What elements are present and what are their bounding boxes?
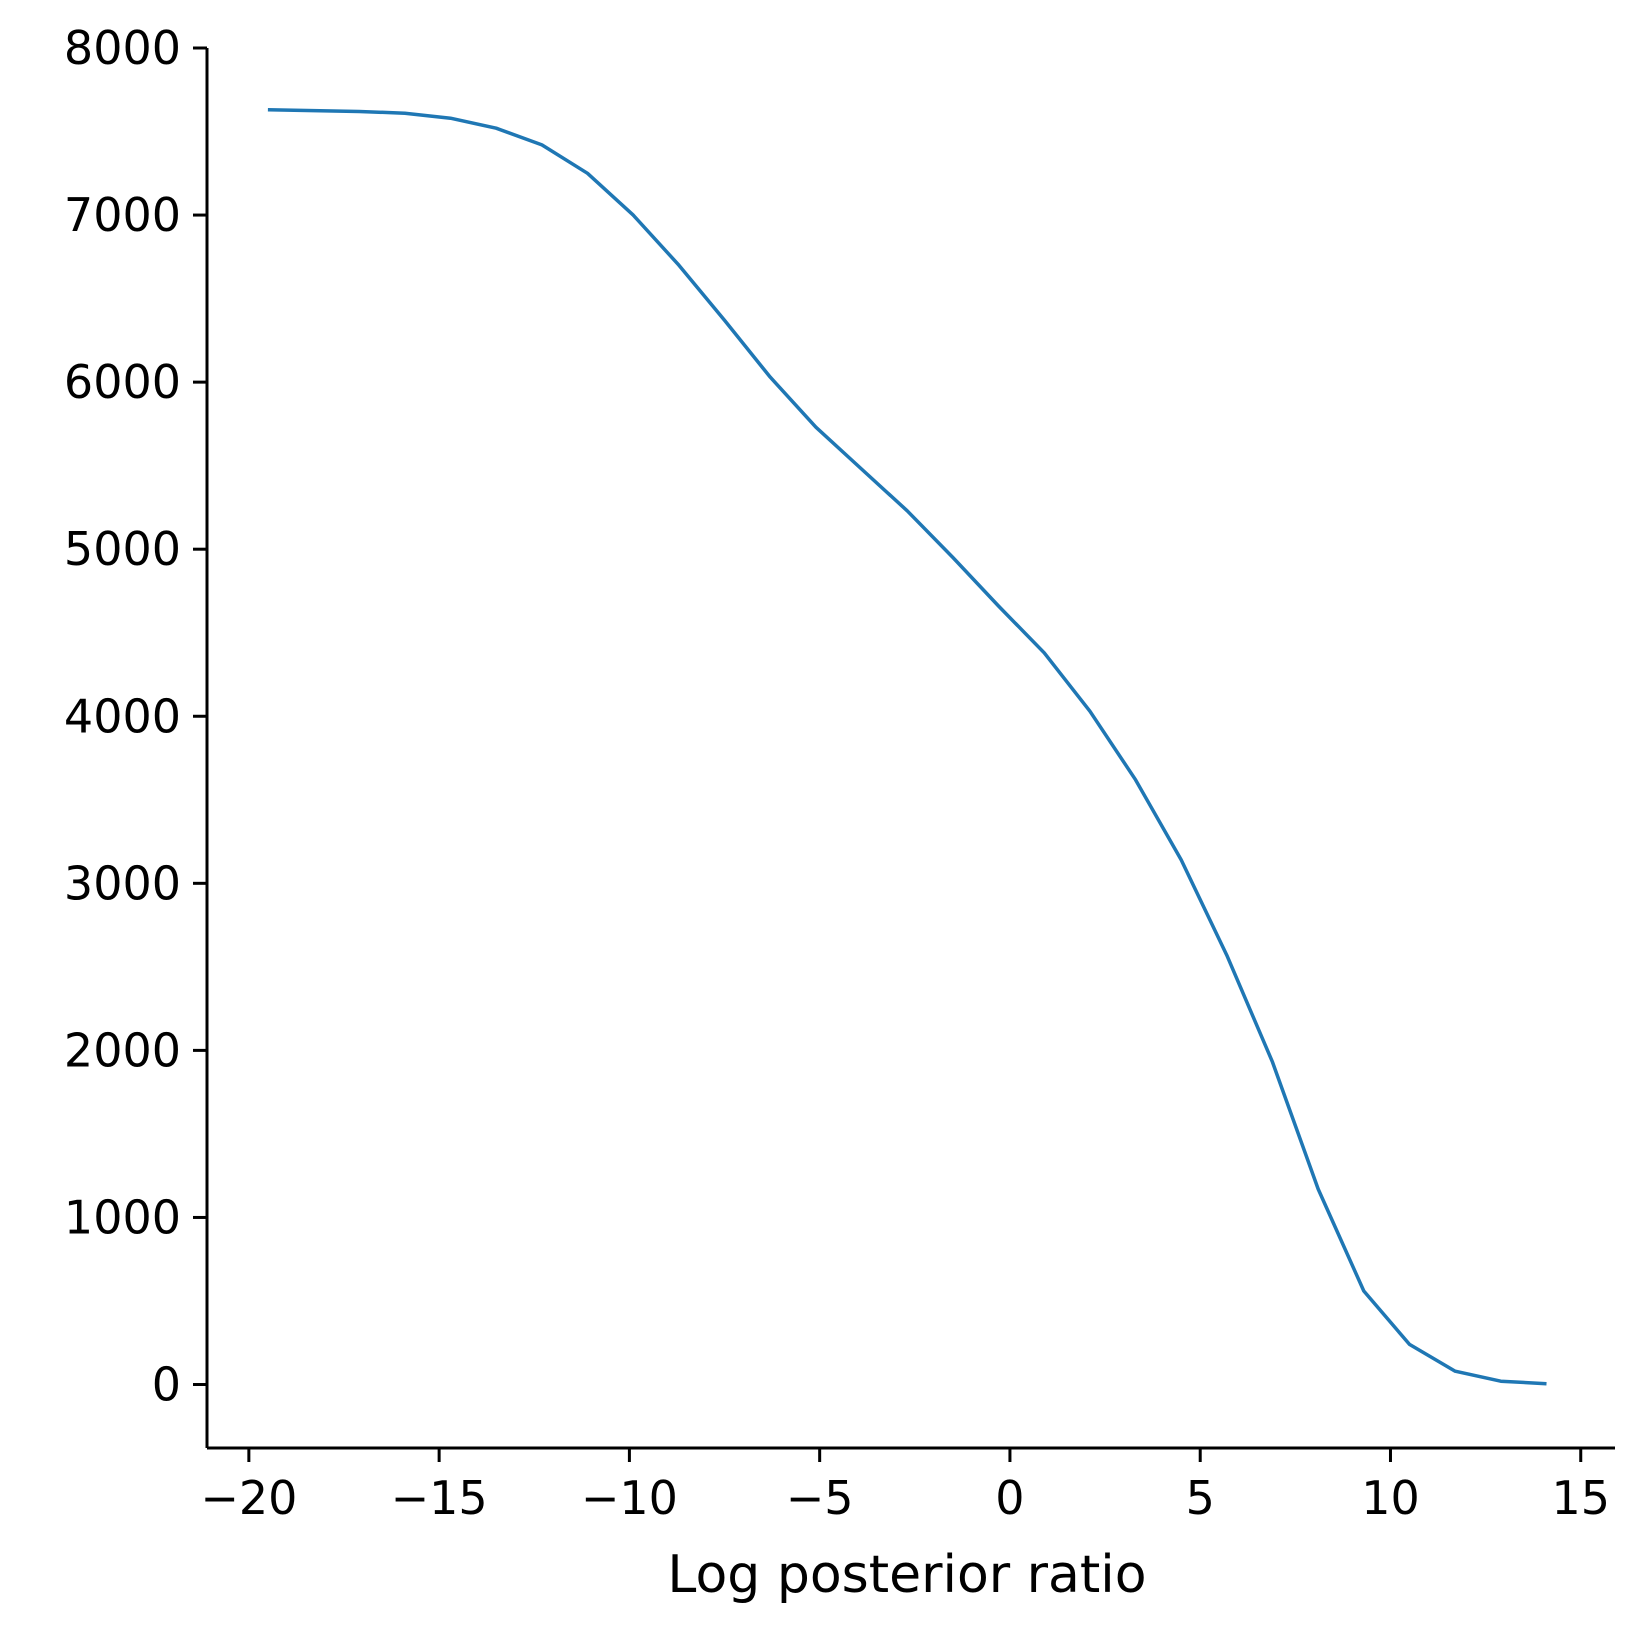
x-tick-label: −5 xyxy=(786,1471,854,1525)
series-line xyxy=(267,108,1547,1386)
y-tick-label: 6000 xyxy=(64,355,181,409)
axes xyxy=(205,48,1615,1450)
y-tick-label: 1000 xyxy=(64,1190,181,1244)
y-tick-label: 8000 xyxy=(64,21,181,75)
x-tick-label: −20 xyxy=(200,1471,297,1525)
y-tick-label: 5000 xyxy=(64,522,181,576)
y-tick-label: 4000 xyxy=(64,689,181,743)
x-tick-label: −15 xyxy=(391,1471,488,1525)
ticks: −20 −15 −10 −5 0 5 10 15 0 1000 2000 3000 4000 5000 60… xyxy=(64,21,1610,1525)
x-tick-label: 15 xyxy=(1551,1471,1610,1525)
y-tick-label: 2000 xyxy=(64,1023,181,1077)
x-tick-label: 10 xyxy=(1361,1471,1420,1525)
y-tick-label: 3000 xyxy=(64,856,181,910)
x-axis-title: Log posterior ratio xyxy=(667,1545,1146,1605)
series-layer xyxy=(267,108,1547,1386)
x-tick-label: −10 xyxy=(581,1471,678,1525)
y-tick-label: 0 xyxy=(152,1358,181,1412)
x-tick-label: 5 xyxy=(1186,1471,1215,1525)
x-tick-label: 0 xyxy=(995,1471,1024,1525)
y-tick-label: 7000 xyxy=(64,188,181,242)
